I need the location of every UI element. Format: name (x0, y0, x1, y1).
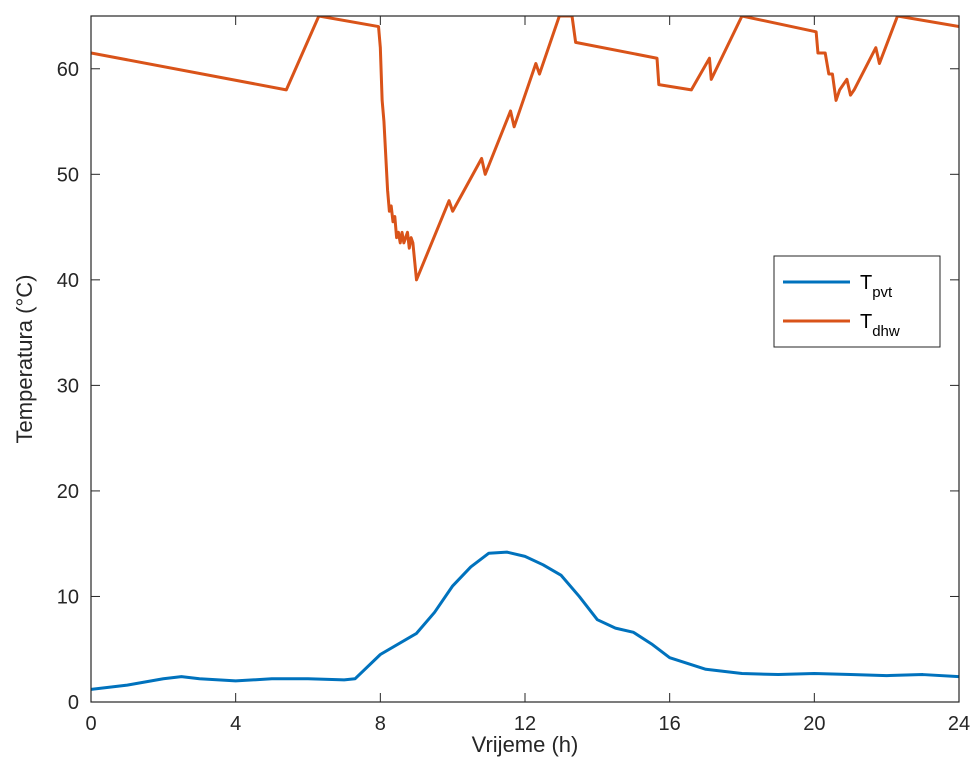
legend-label-dhw: Tdhw (860, 311, 900, 340)
plot-background (91, 16, 959, 702)
legend-box (773, 255, 941, 348)
legend-label-dhw-sub: dhw (872, 323, 900, 340)
legend-label-dhw-main: T (860, 311, 872, 333)
x-axis-title: Vrijeme (h) (472, 732, 579, 757)
legend: Tpvt Tdhw (773, 255, 941, 348)
x-tick-label: 24 (948, 713, 970, 735)
y-tick-label: 40 (57, 270, 79, 292)
x-tick-label: 0 (85, 713, 96, 735)
series-layer (91, 16, 959, 691)
x-tick-label: 4 (230, 713, 241, 735)
series-line-pvt (91, 550, 959, 691)
x-tick-label: 16 (659, 713, 681, 735)
legend-label-pvt: Tpvt (860, 272, 893, 301)
y-tick-label: 50 (57, 164, 79, 186)
series-line-dhw (91, 16, 959, 282)
y-tick-label: 10 (57, 586, 79, 608)
y-tick-label: 60 (57, 59, 79, 81)
ticks-layer: 0 4 8 12 16 20 24 0 10 20 30 40 50 60 (57, 16, 970, 735)
y-tick-label: 0 (68, 692, 79, 714)
legend-label-pvt-main: T (860, 272, 872, 294)
x-tick-label: 8 (375, 713, 386, 735)
y-tick-label: 30 (57, 375, 79, 397)
x-tick-label: 20 (803, 713, 825, 735)
legend-label-pvt-sub: pvt (872, 284, 893, 301)
y-axis-title: Temperatura (°C) (12, 275, 37, 444)
x-tick-label: 12 (514, 713, 536, 735)
y-tick-label: 20 (57, 481, 79, 503)
